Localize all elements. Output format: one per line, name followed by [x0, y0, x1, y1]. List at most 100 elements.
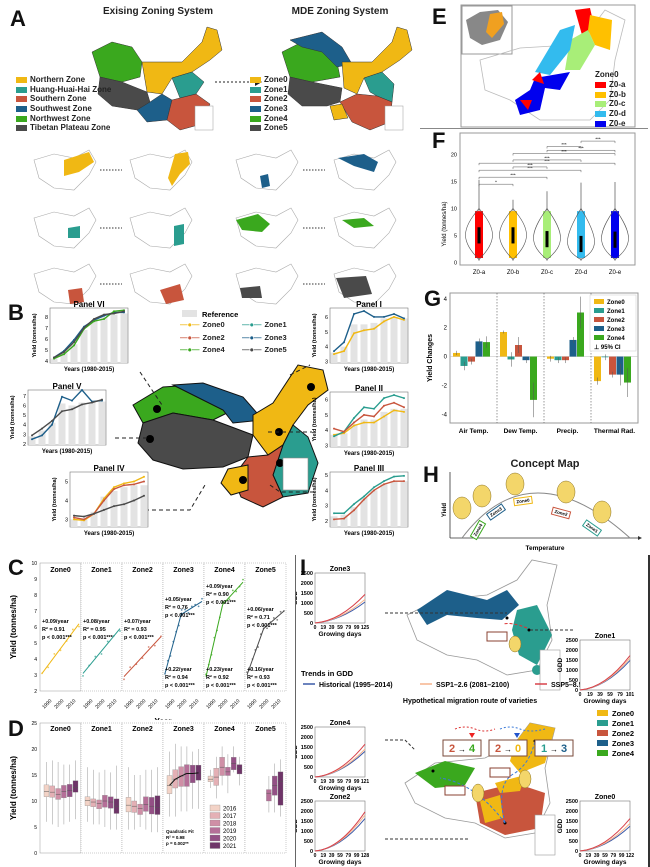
svg-text:→: → [550, 745, 558, 754]
trends-title: Trends in GDD [301, 669, 354, 678]
x-label: Growing days [319, 631, 362, 638]
data-point [31, 438, 33, 441]
data-point [169, 655, 172, 657]
panel-i-frame [295, 555, 296, 867]
box-2020 [149, 797, 155, 815]
y-tick: 5 [325, 330, 328, 336]
legend-label: Tibetan Plateau Zone [30, 123, 111, 133]
data-point [143, 494, 145, 497]
reference-bar [48, 422, 56, 445]
y-tick: 10 [451, 206, 457, 212]
data-point [363, 329, 365, 332]
data-point [403, 317, 405, 320]
data-point [100, 653, 103, 655]
box-2021 [236, 764, 243, 775]
bar-zone0 [500, 332, 507, 357]
series-line-zone3 [31, 388, 103, 440]
x-tick: 39 [329, 779, 335, 785]
data-point [251, 658, 254, 660]
reference-bar [110, 314, 118, 363]
box-2016 [125, 797, 132, 813]
x-tick: 2000 [217, 698, 229, 710]
x-tick: 1990 [82, 698, 94, 710]
y-tick: 500 [569, 839, 578, 845]
route-2-to-0: 2 → 0 [488, 739, 528, 757]
svg-text:***: *** [578, 146, 584, 151]
panel-g-label: G [424, 286, 442, 311]
significance-bracket: *** [512, 155, 582, 162]
migration-ribbons: 2 → 4 2 → 0 1 → 3 [442, 726, 574, 757]
jitter-points [577, 211, 585, 258]
fit-annotation: R² = 0.91 [42, 626, 65, 633]
y-label: Yield (tonnes/ha) [9, 756, 18, 820]
gdd-line-2 [579, 818, 631, 852]
data-point [363, 421, 365, 424]
legend-label: Zone1 [264, 84, 288, 94]
violin-outline [601, 207, 629, 260]
data-point [83, 515, 85, 518]
panel-f-label: F [432, 128, 446, 153]
data-point [180, 613, 183, 616]
fit-annotation: p < 0.001*** [247, 623, 278, 629]
data-point [373, 415, 375, 418]
y-label: Yield (tonnes/ha) [442, 201, 448, 246]
legend-swatch [16, 86, 27, 93]
corn-mascots [452, 472, 612, 524]
chart-title: Panel VI [73, 300, 104, 309]
x-tick: 0 [314, 625, 317, 631]
box-2016 [43, 784, 50, 797]
data-point [363, 413, 365, 416]
facet-title: Zone3 [173, 726, 194, 733]
data-point [81, 403, 83, 406]
y-label: Yield (tonnes/ha) [312, 477, 318, 521]
reference-bar [390, 481, 398, 527]
data-point [113, 312, 115, 315]
facet-title: Zone2 [132, 567, 153, 574]
data-point [143, 475, 145, 478]
y-tick: 1000 [301, 601, 313, 607]
y-tick: 7 [34, 609, 37, 615]
y-tick: 20 [451, 153, 457, 159]
y-tick: 7 [23, 394, 26, 400]
data-point [83, 518, 85, 521]
data-point [51, 419, 53, 422]
facet-title: Zone1 [91, 567, 112, 574]
x-tick: 79 [346, 779, 352, 785]
data-point [123, 310, 125, 313]
x-tick: Dew Temp. [504, 428, 538, 435]
y-tick: 2000 [566, 648, 578, 654]
y-tick: 5 [454, 233, 457, 239]
y-tick: 1500 [566, 819, 578, 825]
fit-annotation: R² = 0.98 [166, 835, 185, 840]
y-tick: 2500 [301, 571, 313, 577]
y-label: GDD [295, 744, 299, 759]
data-point [135, 663, 138, 666]
x-tick: 99 [354, 779, 360, 785]
data-point [71, 399, 73, 402]
y-label: Yield (tonnes/ha) [32, 313, 38, 357]
x-tick: 99 [354, 625, 360, 631]
y-tick: 0 [34, 851, 37, 857]
data-point [103, 318, 105, 320]
data-point [113, 486, 115, 489]
legend-label: 2019 [223, 829, 237, 835]
fit-annotation: +0.09/year [42, 619, 70, 625]
y-tick: 0 [575, 849, 578, 855]
y-tick: 2500 [566, 799, 578, 805]
data-point [343, 512, 345, 515]
fit-annotation: R² = 0.94 [165, 674, 189, 681]
data-point [254, 649, 257, 651]
data-point [269, 621, 272, 624]
y-tick: 6 [23, 403, 26, 409]
data-point [262, 624, 265, 627]
legend-label: Zone4 [607, 336, 625, 342]
legend-label: Zone5 [264, 123, 288, 133]
x-tick: 128 [361, 853, 370, 859]
data-point [333, 512, 335, 515]
panel-i-map-legend: Zone0 Zone1 Zone2 Zone3 Zone4 [597, 709, 635, 758]
y-tick: 2000 [301, 735, 313, 741]
y-tick: 7 [45, 326, 48, 332]
y-tick: 5 [325, 473, 328, 479]
box-2016 [84, 796, 91, 806]
